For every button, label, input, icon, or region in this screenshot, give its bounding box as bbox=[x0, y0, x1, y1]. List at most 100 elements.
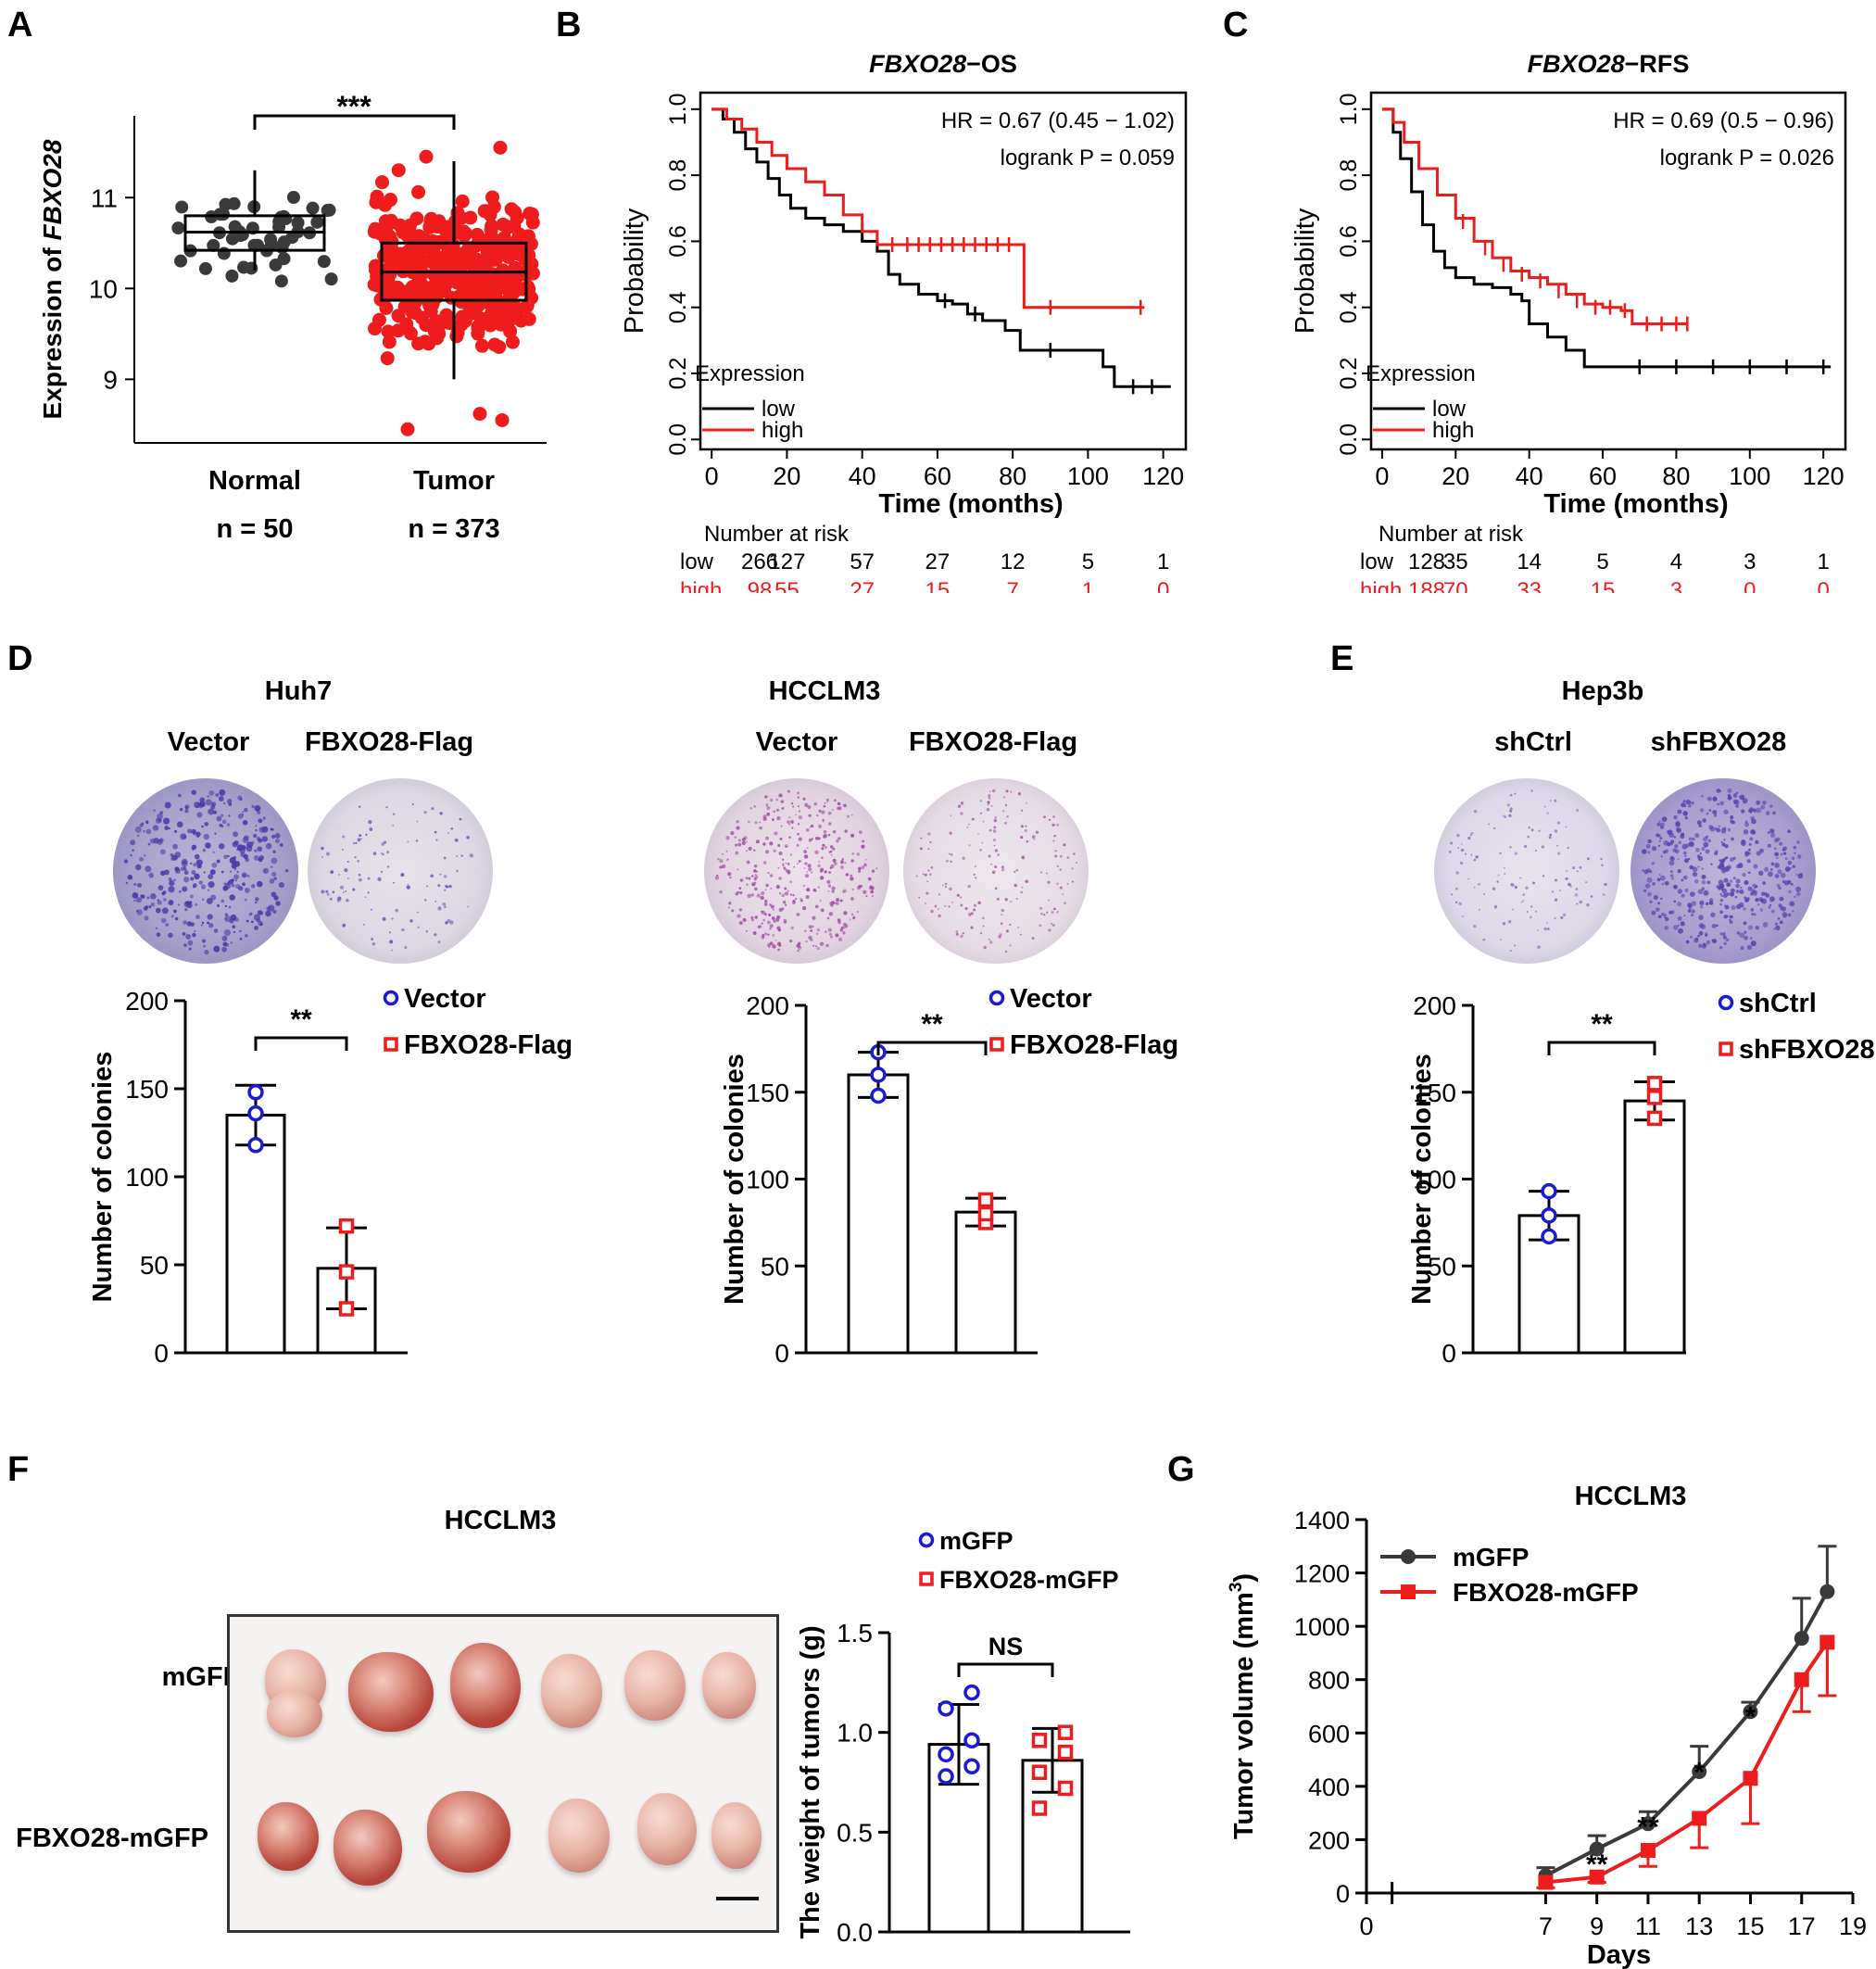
colony-dot bbox=[415, 839, 419, 842]
colony-dot bbox=[761, 910, 766, 915]
colony-dot bbox=[395, 908, 399, 913]
km-curve-high bbox=[1381, 107, 1688, 326]
colony-dot bbox=[1716, 924, 1719, 928]
colony-dot bbox=[178, 890, 182, 893]
colony-dot bbox=[1470, 853, 1473, 856]
colony-dot bbox=[1014, 883, 1017, 888]
colony-dot bbox=[837, 920, 841, 925]
colony-dot bbox=[762, 861, 767, 865]
colony-dot bbox=[967, 884, 971, 889]
colony-dot bbox=[1538, 829, 1541, 832]
colony-dot bbox=[454, 838, 459, 842]
colony-dot bbox=[748, 877, 751, 880]
colony-dot bbox=[221, 935, 228, 941]
colony-dot bbox=[836, 839, 839, 843]
significance-label: ** bbox=[1586, 1849, 1608, 1880]
colony-dot bbox=[834, 799, 837, 802]
colony-dot bbox=[1710, 912, 1716, 917]
colony-dot bbox=[184, 908, 188, 912]
colony-dot bbox=[1767, 843, 1771, 848]
colony-dot bbox=[1556, 821, 1561, 825]
colony-dot bbox=[1052, 815, 1055, 818]
panel-label-e: E bbox=[1330, 639, 1354, 678]
colony-dot bbox=[781, 858, 785, 861]
colony-dot bbox=[1727, 795, 1732, 801]
legend-marker-shfbxo28 bbox=[1719, 1041, 1733, 1056]
colony-dot bbox=[1795, 891, 1801, 897]
colony-dot bbox=[1546, 921, 1548, 924]
colony-dot bbox=[1732, 799, 1739, 804]
data-point bbox=[247, 1084, 264, 1101]
data-point bbox=[1541, 1182, 1557, 1200]
colony-dot bbox=[1522, 900, 1525, 902]
colony-dot bbox=[1780, 852, 1783, 856]
colony-dot bbox=[216, 859, 220, 864]
colony-dot bbox=[249, 912, 253, 915]
legend-label-high: high bbox=[762, 418, 803, 443]
colony-dot bbox=[747, 893, 751, 899]
colony-dot bbox=[1641, 849, 1647, 854]
data-point bbox=[1646, 1076, 1663, 1092]
colony-dot bbox=[822, 843, 825, 847]
p-value-annotation: logrank P = 0.059 bbox=[1001, 145, 1175, 170]
colony-dot bbox=[1756, 851, 1761, 856]
significance-label: *** bbox=[336, 90, 371, 123]
colony-dot bbox=[1722, 892, 1728, 898]
colony-dot bbox=[787, 890, 789, 892]
risk-value: 55 bbox=[774, 578, 800, 593]
colony-dot bbox=[1051, 823, 1055, 827]
colony-dot bbox=[1687, 909, 1692, 913]
colony-dot bbox=[1773, 847, 1777, 851]
colony-dot bbox=[1054, 850, 1057, 852]
colony-dot bbox=[228, 814, 231, 817]
data-point bbox=[477, 273, 492, 288]
data-point bbox=[432, 326, 447, 341]
colony-dot bbox=[861, 865, 865, 870]
colony-dot bbox=[793, 865, 796, 868]
colony-dot bbox=[839, 865, 844, 870]
colony-dot bbox=[1062, 893, 1064, 896]
colony-dot bbox=[1045, 872, 1048, 875]
colony-dot bbox=[762, 918, 766, 922]
colony-dot bbox=[1066, 883, 1069, 885]
colony-dot bbox=[1661, 816, 1668, 822]
y-tick-label: 1000 bbox=[1294, 1613, 1350, 1641]
colony-dot bbox=[152, 825, 159, 831]
colony-dot bbox=[1753, 913, 1756, 916]
colony-dot bbox=[255, 901, 258, 904]
colony-dot bbox=[1682, 800, 1686, 803]
colony-dot bbox=[944, 904, 946, 907]
colony-dot bbox=[208, 922, 214, 928]
panel-label-f: F bbox=[7, 1450, 30, 1489]
data-point bbox=[1794, 1672, 1809, 1687]
colony-dot bbox=[797, 823, 800, 826]
colony-dot bbox=[173, 909, 177, 914]
hep3b-shctrl-label: shCtrl bbox=[1494, 727, 1572, 757]
colony-dot bbox=[271, 834, 276, 839]
colony-dot bbox=[1699, 808, 1705, 813]
colony-dot bbox=[760, 895, 764, 901]
colony-dot bbox=[156, 932, 161, 937]
colony-dot bbox=[1735, 878, 1741, 884]
colony-dot bbox=[798, 837, 802, 841]
colony-dot bbox=[754, 915, 759, 919]
tumor-fbxo28-5 bbox=[637, 1793, 697, 1865]
colony-dot bbox=[1522, 893, 1526, 896]
colony-dot bbox=[329, 897, 333, 901]
colony-dot bbox=[1794, 852, 1796, 854]
colony-dot bbox=[1708, 901, 1714, 905]
colony-dot bbox=[1460, 843, 1463, 845]
colony-dot bbox=[437, 884, 441, 888]
colony-dot bbox=[1500, 939, 1502, 941]
colony-dot bbox=[174, 866, 180, 872]
colony-dot bbox=[435, 839, 438, 841]
colony-dot bbox=[1530, 915, 1532, 919]
colony-dot bbox=[1557, 852, 1561, 855]
colony-dot bbox=[1575, 888, 1579, 890]
data-point bbox=[390, 280, 405, 295]
colony-dot bbox=[1721, 932, 1726, 937]
colony-dot bbox=[962, 856, 965, 860]
colony-dot bbox=[1764, 867, 1769, 873]
data-point bbox=[510, 305, 524, 320]
colony-dot bbox=[1691, 801, 1694, 805]
